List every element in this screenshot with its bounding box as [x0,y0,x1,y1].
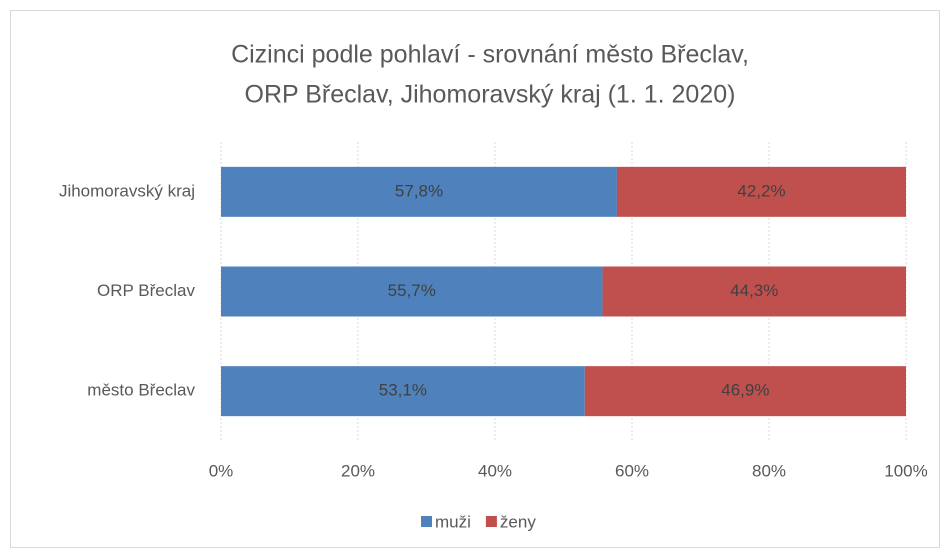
data-label: 53,1% [379,381,427,400]
chart-title: ORP Břeclav, Jihomoravský kraj (1. 1. 20… [245,81,736,109]
y-tick-label: město Břeclav [87,381,195,400]
y-tick-label: ORP Břeclav [97,281,195,300]
x-tick-label: 0% [209,461,234,480]
legend-label: muži [435,512,471,531]
x-tick-label: 100% [884,461,927,480]
x-tick-label: 60% [615,461,649,480]
x-tick-label: 80% [752,461,786,480]
legend-swatch [485,516,497,527]
bar [221,166,617,217]
data-label: 57,8% [395,181,443,200]
legend-swatch [421,516,432,527]
bar [221,366,585,417]
bar [616,166,906,217]
x-tick-label: 20% [341,461,375,480]
x-tick-label: 40% [478,461,512,480]
data-label: 44,3% [730,281,778,300]
chart-title: Cizinci podle pohlaví - srovnání město B… [231,41,749,69]
data-label: 42,2% [737,181,785,200]
bar [602,266,906,317]
bar [584,366,906,417]
bar [221,266,603,317]
data-label: 46,9% [721,381,769,400]
legend-label: ženy [500,512,536,531]
y-tick-label: Jihomoravský kraj [59,181,195,200]
data-label: 55,7% [388,281,436,300]
